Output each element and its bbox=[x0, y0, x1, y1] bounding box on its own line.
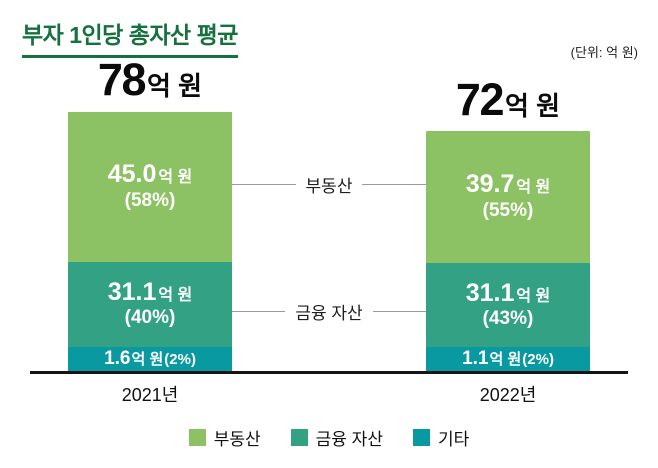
segment-value-unit: 억 원 bbox=[516, 179, 551, 197]
segment-percent: (58%) bbox=[124, 189, 176, 211]
legend: 부동산 금융 자산 기타 bbox=[0, 425, 658, 450]
legend-swatch-financial-assets bbox=[290, 429, 308, 446]
legend-swatch-real-estate bbox=[188, 429, 206, 446]
bar-total-value: 78 bbox=[97, 54, 147, 106]
segment-real-estate: 39.7 억 원 (55%) bbox=[426, 130, 590, 264]
bar-group-2022: 72 억 원 39.7 억 원 (55%) 31.1 억 원 (43%) bbox=[426, 73, 590, 371]
legend-item-real-estate: 부동산 bbox=[188, 425, 261, 450]
segment-value-unit: 억 원 bbox=[489, 351, 522, 368]
segment-value-number: 39.7 bbox=[465, 170, 515, 199]
stacked-bar-2021: 45.0 억 원 (58%) 31.1 억 원 (40%) 1.6 억 원 bbox=[68, 111, 232, 371]
segment-other: 1.6 억 원 (2%) bbox=[68, 347, 232, 371]
bar-total-2021: 78 억 원 bbox=[97, 54, 203, 106]
legend-item-financial-assets: 금융 자산 bbox=[290, 425, 383, 450]
segment-real-estate: 45.0 억 원 (58%) bbox=[68, 111, 232, 262]
header: 부자 1인당 총자산 평균 (단위: 억 원) bbox=[0, 0, 658, 60]
bar-group-2021: 78 억 원 45.0 억 원 (58%) 31.1 억 원 (40%) bbox=[68, 56, 232, 371]
segment-percent: (43%) bbox=[482, 308, 534, 330]
segment-value-unit: 억 원 bbox=[516, 287, 551, 305]
bar-total-2022: 72 억 원 bbox=[455, 73, 561, 125]
annotation-real-estate: 부동산 bbox=[232, 174, 427, 196]
segment-percent: (40%) bbox=[124, 307, 176, 329]
annotation-label: 부동산 bbox=[305, 176, 353, 196]
annotation-financial-assets: 금융 자산 bbox=[232, 301, 427, 323]
bar-total-unit: 억 원 bbox=[504, 90, 561, 121]
legend-swatch-other bbox=[412, 429, 430, 446]
axis-baseline bbox=[30, 371, 628, 374]
page-title: 부자 1인당 총자산 평균 bbox=[22, 16, 238, 58]
stacked-bar-chart: 78 억 원 45.0 억 원 (58%) 31.1 억 원 (40%) bbox=[30, 56, 628, 374]
segment-financial-assets: 31.1 억 원 (43%) bbox=[426, 263, 590, 347]
segment-value-number: 31.1 bbox=[465, 278, 515, 307]
segment-value-line: 45.0 억 원 bbox=[108, 160, 193, 189]
segment-value-number: 1.1 bbox=[462, 348, 489, 369]
segment-percent: (55%) bbox=[482, 200, 534, 222]
segment-value-number: 1.6 bbox=[104, 348, 131, 369]
segment-value-unit: 억 원 bbox=[158, 286, 193, 304]
segment-value-line: 39.7 억 원 bbox=[466, 170, 551, 199]
legend-label: 금융 자산 bbox=[315, 430, 383, 449]
category-label-2022: 2022년 bbox=[479, 385, 537, 405]
bar-total-value: 72 bbox=[455, 73, 505, 125]
unit-note: (단위: 억 원) bbox=[570, 45, 638, 60]
bars-row: 78 억 원 45.0 억 원 (58%) 31.1 억 원 (40%) bbox=[30, 56, 628, 371]
legend-label: 부동산 bbox=[213, 430, 261, 449]
connector-line-right bbox=[362, 183, 427, 185]
connector-line-left bbox=[232, 310, 286, 312]
segment-value-line: 1.1 억 원 (2%) bbox=[462, 348, 554, 370]
connector-line-right bbox=[372, 310, 427, 312]
stacked-bar-2022: 39.7 억 원 (55%) 31.1 억 원 (43%) 1.1 억 원 bbox=[426, 130, 590, 371]
segment-other: 1.1 억 원 (2%) bbox=[426, 347, 590, 371]
segment-value-number: 45.0 bbox=[107, 159, 157, 188]
category-label-2021: 2021년 bbox=[121, 385, 179, 405]
segment-value-line: 1.6 억 원 (2%) bbox=[104, 348, 196, 370]
segment-value-number: 31.1 bbox=[107, 277, 157, 306]
segment-financial-assets: 31.1 억 원 (40%) bbox=[68, 261, 232, 347]
segment-value-unit: 억 원 bbox=[131, 351, 164, 368]
segment-value-line: 31.1 억 원 bbox=[466, 279, 551, 308]
legend-item-other: 기타 bbox=[412, 425, 470, 450]
segment-percent: (2%) bbox=[522, 351, 554, 368]
segment-value-line: 31.1 억 원 bbox=[108, 278, 193, 307]
segment-value-unit: 억 원 bbox=[158, 168, 193, 186]
legend-label: 기타 bbox=[437, 430, 470, 449]
category-axis: 2021년 2022년 bbox=[30, 374, 628, 407]
bar-total-unit: 억 원 bbox=[146, 71, 203, 102]
segment-percent: (2%) bbox=[164, 351, 196, 368]
annotation-label: 금융 자산 bbox=[295, 303, 363, 323]
connector-line-left bbox=[232, 183, 296, 185]
